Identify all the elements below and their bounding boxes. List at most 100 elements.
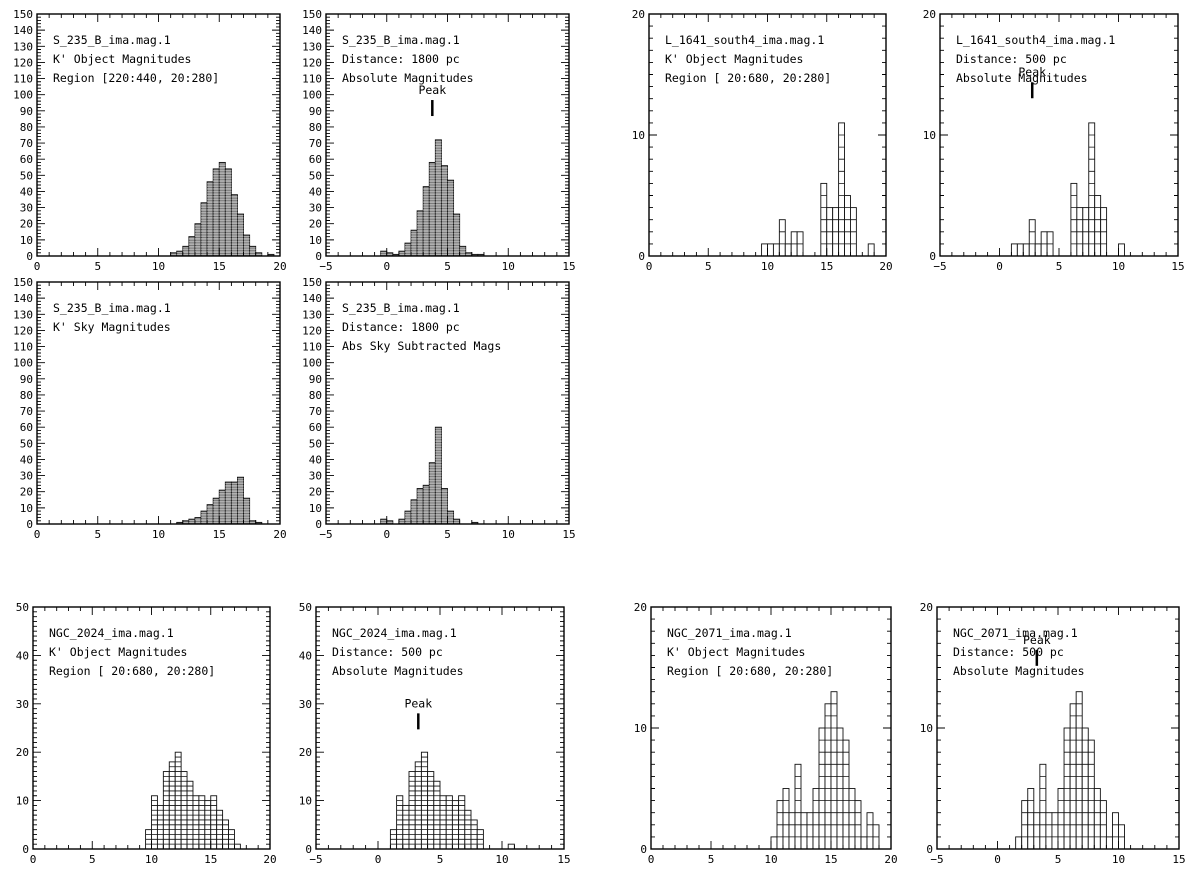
bar-cells xyxy=(801,824,807,838)
histogram-bar xyxy=(836,727,844,850)
histogram-bar xyxy=(1099,800,1107,850)
histogram-bar xyxy=(447,179,455,257)
annotation-line: K' Object Magnitudes xyxy=(53,52,191,66)
bar-cells xyxy=(409,776,416,845)
x-tick-label: 10 xyxy=(1112,260,1125,273)
y-tick-label: 40 xyxy=(309,185,322,198)
x-tick-label: 10 xyxy=(502,528,515,541)
y-tick-label: 130 xyxy=(302,40,322,53)
histogram-bar xyxy=(230,194,238,257)
histogram-bar xyxy=(228,829,235,850)
bar-outline xyxy=(1045,812,1053,850)
bar-outline xyxy=(192,795,200,850)
bar-cells xyxy=(813,800,819,838)
histogram-bar xyxy=(237,476,245,525)
bar-outline xyxy=(848,788,856,850)
bar-cells xyxy=(440,800,447,845)
x-tick-label: 15 xyxy=(562,260,575,273)
bar-outline xyxy=(1022,243,1030,257)
y-tick-label: 110 xyxy=(302,341,322,354)
annotation-line: K' Object Magnitudes xyxy=(49,645,187,659)
x-tick-label: 15 xyxy=(824,853,837,866)
y-tick-label: 20 xyxy=(920,601,933,614)
histogram-bar xyxy=(1028,219,1036,257)
histogram-bar xyxy=(476,829,484,850)
bar-cells xyxy=(188,238,195,255)
bar-cells xyxy=(453,520,460,523)
bar-cells xyxy=(1045,824,1052,838)
bar-outline xyxy=(237,476,245,525)
annotation-line: S_235_B_ima.mag.1 xyxy=(342,301,460,315)
bar-cells xyxy=(398,520,405,523)
histogram-bar xyxy=(850,207,857,257)
axis-ticks xyxy=(32,606,271,850)
bar-cells xyxy=(777,812,783,838)
x-tick-label: 15 xyxy=(1172,853,1185,866)
bar-cells xyxy=(464,814,471,845)
y-tick-label: 20 xyxy=(299,746,312,759)
bar-outline xyxy=(767,243,774,257)
bar-cells xyxy=(207,183,214,255)
bar-cells xyxy=(427,776,434,845)
histogram-panel: −5 0 5 10 1501020L_1641_south4_ima.mag.1Dist… xyxy=(923,8,1185,273)
bar-cells xyxy=(398,252,405,255)
histogram-bar xyxy=(453,213,461,257)
y-tick-label: 10 xyxy=(20,502,33,515)
bar-cells xyxy=(176,252,183,255)
y-tick-label: 10 xyxy=(309,502,322,515)
histogram-bar xyxy=(872,824,880,850)
y-tick-label: 0 xyxy=(926,843,933,856)
bar-outline xyxy=(380,250,388,257)
histogram-bar xyxy=(1021,800,1029,850)
histogram-bar xyxy=(230,481,238,525)
histogram-panel: 0 5 10 15 20 0 10 20 L_1641_south4_ima.mag.1 K' O… xyxy=(632,8,893,273)
y-tick-label: 130 xyxy=(302,308,322,321)
bar-outline xyxy=(782,788,790,850)
x-tick-label: 20 xyxy=(273,260,286,273)
y-tick-label: 150 xyxy=(302,276,322,289)
bar-cells xyxy=(163,776,170,845)
bar-cells xyxy=(1029,231,1036,245)
histogram-bar xyxy=(182,245,190,257)
bar-cells xyxy=(1088,134,1095,245)
histogram-bar xyxy=(818,727,826,850)
x-tick-label: 10 xyxy=(502,260,515,273)
y-tick-label: 20 xyxy=(923,8,936,21)
bar-outline xyxy=(458,795,466,850)
y-tick-label: 140 xyxy=(13,292,33,305)
bar-outline xyxy=(866,812,874,850)
y-tick-label: 50 xyxy=(20,169,33,182)
bar-cells xyxy=(1094,207,1101,245)
peak-label: Peak xyxy=(404,696,432,710)
histogram-bar xyxy=(782,788,790,850)
histogram-bar xyxy=(398,518,406,525)
x-tick-label: −5 xyxy=(933,260,946,273)
x-tick-label: 15 xyxy=(213,260,226,273)
x-tick-label: 5 xyxy=(94,260,101,273)
bar-outline xyxy=(860,836,868,850)
bar-cells xyxy=(825,715,831,838)
y-tick-label: 0 xyxy=(929,250,936,263)
bar-cells xyxy=(1070,715,1077,838)
annotation-line: Region [ 20:680, 20:280] xyxy=(667,664,833,678)
x-tick-label: 5 xyxy=(1055,853,1062,866)
annotation-line: NGC_2071_ima.mag.1 xyxy=(667,626,792,640)
x-tick-label: 10 xyxy=(495,853,508,866)
histogram-bar xyxy=(826,207,834,257)
histogram-bar xyxy=(212,497,220,525)
y-tick-label: 0 xyxy=(315,518,322,531)
histogram-bar xyxy=(1057,788,1065,850)
histogram-bar xyxy=(218,161,226,257)
bar-outline xyxy=(830,691,838,850)
peak-marker: Peak xyxy=(1023,633,1051,666)
bar-outline xyxy=(1039,763,1047,850)
histogram-bar xyxy=(404,510,412,525)
bar-cells xyxy=(219,491,226,523)
histogram-bar xyxy=(174,751,182,850)
y-tick-label: 30 xyxy=(20,202,33,215)
bar-cells xyxy=(194,225,202,255)
bar-cells xyxy=(783,800,789,838)
y-tick-label: 50 xyxy=(20,437,33,450)
bar-cells xyxy=(411,501,418,523)
histogram-panel: 0 5 10 15 2001020304050607080901001101201301… xyxy=(13,276,287,541)
